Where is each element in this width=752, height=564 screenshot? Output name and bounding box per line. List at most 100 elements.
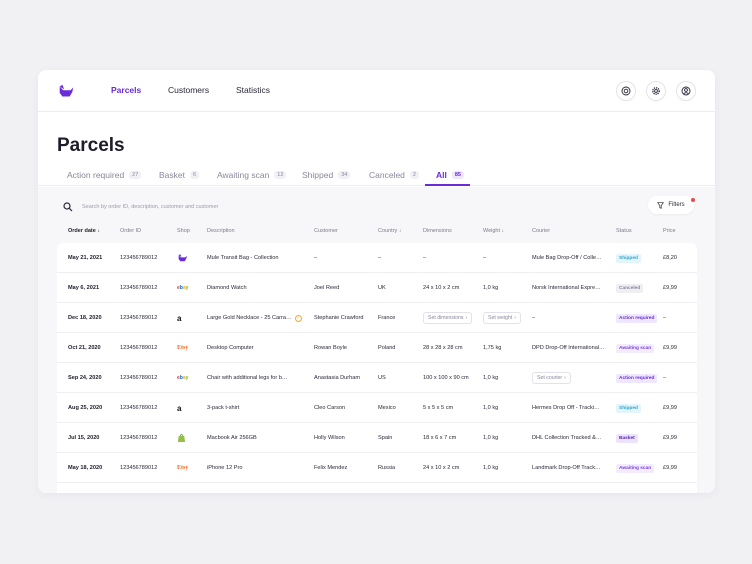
id-cell: 123456789012 [120, 285, 158, 291]
table-row[interactable]: Oct 21, 2020 123456789012 Etsy Desktop Comp… [57, 333, 697, 363]
tab-count: 6 [190, 171, 200, 179]
price-cell: £9,99 [663, 435, 677, 441]
shop-cell: ebay [177, 273, 203, 303]
weight-cell: Set weight › [483, 303, 529, 333]
status-badge: Shipped [616, 253, 641, 263]
shop-logo-icon [178, 253, 187, 261]
column-order-id: Order ID [120, 228, 142, 234]
set-dimensions-label: Set dimensions [428, 315, 464, 321]
tab-count: 34 [338, 171, 351, 179]
active-tab-indicator [425, 184, 470, 186]
customer-cell: Holly Wilson [314, 435, 345, 441]
tab-basket[interactable]: Basket 6 [159, 170, 200, 180]
country-cell: Poland [378, 345, 396, 351]
country-cell: France [378, 315, 396, 321]
column-country[interactable]: Country ↓ [378, 228, 402, 234]
ebay-icon: ebay [177, 285, 189, 291]
tab-awaiting-scan[interactable]: Awaiting scan 12 [217, 170, 287, 180]
dimensions-cell: Set dimensions › [423, 303, 481, 333]
set-dimensions-button[interactable]: Set dimensions › [423, 312, 473, 324]
profile-button[interactable] [676, 81, 696, 101]
column-shop: Shop [177, 228, 190, 234]
date-cell: Sep 24, 2020 [68, 375, 102, 381]
page-header: Parcels Action required 27 Basket 6 Awai… [38, 113, 715, 186]
filters-notification-dot [691, 198, 695, 202]
filters-button[interactable]: Filters [648, 196, 694, 214]
tab-label: Basket [159, 170, 185, 180]
customer-cell: Joel Reed [314, 285, 340, 291]
courier-cell: Hermes Drop Off - Tracki… [532, 405, 600, 411]
dimensions-cell: 5 x 5 x 5 cm [423, 405, 454, 411]
courier-cell: – [532, 315, 536, 321]
tab-label: All [436, 170, 447, 180]
tab-action-required[interactable]: Action required 27 [67, 170, 142, 180]
id-cell: 123456789012 [120, 405, 158, 411]
table-row[interactable]: Aug 25, 2020 123456789012 a 3-pack t-shirt C… [57, 393, 697, 423]
nav-statistics[interactable]: Statistics [236, 85, 271, 95]
customer-cell: Stephanie Crawford [314, 315, 364, 321]
id-cell: 123456789012 [120, 375, 158, 381]
scrollbar[interactable] [697, 243, 715, 493]
etsy-icon: Etsy [177, 345, 189, 351]
weight-cell: 1,0 kg [483, 435, 499, 441]
set-weight-label: Set weight [488, 315, 513, 321]
chevron-right-icon: › [465, 315, 468, 321]
table-row[interactable]: Jul 15, 2020 123456789012 Macbook Air 256G… [57, 423, 697, 453]
tab-canceled[interactable]: Canceled 2 [369, 170, 419, 180]
tab-all[interactable]: All 85 [436, 170, 464, 180]
column-status: Status [616, 228, 632, 234]
search-input[interactable]: Search by order ID, description, custome… [82, 204, 219, 210]
date-cell: Oct 21, 2020 [68, 345, 101, 351]
tab-shipped[interactable]: Shipped 34 [302, 170, 351, 180]
country-cell: – [378, 255, 382, 261]
settings-button[interactable] [646, 81, 666, 101]
set-weight-button[interactable]: Set weight › [483, 312, 521, 324]
status-badge-cell: Basket [616, 423, 660, 453]
date-cell: Dec 18, 2020 [68, 315, 102, 321]
logo-icon[interactable] [57, 83, 75, 101]
description-cell: Chair with additional legs for b… [207, 375, 288, 381]
price-cell: £9,99 [663, 405, 677, 411]
country-cell: Russia [378, 465, 396, 471]
nav-parcels[interactable]: Parcels [111, 85, 142, 95]
dimensions-cell: 24 x 10 x 2 cm [423, 465, 460, 471]
column-weight[interactable]: Weight ↓ [483, 228, 505, 234]
courier-cell: DPD Drop-Off International… [532, 345, 605, 351]
column-courier: Courier [532, 228, 551, 234]
courier-cell: Norsk International Expre… [532, 285, 601, 291]
dimensions-cell: 28 x 28 x 28 cm [423, 345, 463, 351]
column-order-date[interactable]: Order date ↓ [68, 228, 101, 234]
column-description: Description [207, 228, 235, 234]
table-row[interactable]: May 18, 2020 123456789012 Etsy iPhone 12 Pr… [57, 453, 697, 483]
id-cell: 123456789012 [120, 465, 158, 471]
ebay-icon: ebay [177, 375, 189, 381]
page-title: Parcels [57, 135, 125, 156]
customer-cell: – [314, 255, 318, 261]
status-badge: Awaiting scan [616, 463, 655, 473]
weight-cell: 1,0 kg [483, 285, 499, 291]
column-dimensions: Dimensions [423, 228, 452, 234]
tab-count: 2 [409, 171, 419, 179]
nav-customers[interactable]: Customers [168, 85, 210, 95]
courier-cell: Landmark Drop-Off Track… [532, 465, 601, 471]
status-badge-cell: Canceled [616, 273, 660, 303]
table-row[interactable]: May 21, 2021 123456789012 Mule Transit Bag… [57, 243, 697, 273]
help-button[interactable] [616, 81, 636, 101]
table-header: Order date ↓ Order ID Shop Description C… [57, 225, 715, 239]
description-cell: 3-pack t-shirt [207, 405, 240, 411]
price-cell: £9,99 [663, 465, 677, 471]
shop-cell: Etsy [177, 453, 203, 483]
gear-icon [652, 87, 660, 95]
weight-cell: 1,0 kg [483, 405, 499, 411]
shop-cell [177, 243, 203, 273]
country-cell: Mexico [378, 405, 396, 411]
user-icon [681, 86, 691, 96]
table-row[interactable]: May 6, 2021 123456789012 ebay Diamond Watch… [57, 273, 697, 303]
warning-icon[interactable]: ! [294, 314, 302, 322]
shop-cell: ebay [177, 363, 203, 393]
status-badge: Canceled [616, 283, 644, 293]
id-cell: 123456789012 [120, 345, 158, 351]
table-row[interactable]: Sep 24, 2020 123456789012 ebay Chair with a… [57, 363, 697, 393]
set-courier-button[interactable]: Set courier › [532, 372, 571, 384]
table-row[interactable]: Dec 18, 2020 123456789012 a Large Gold Neck… [57, 303, 697, 333]
